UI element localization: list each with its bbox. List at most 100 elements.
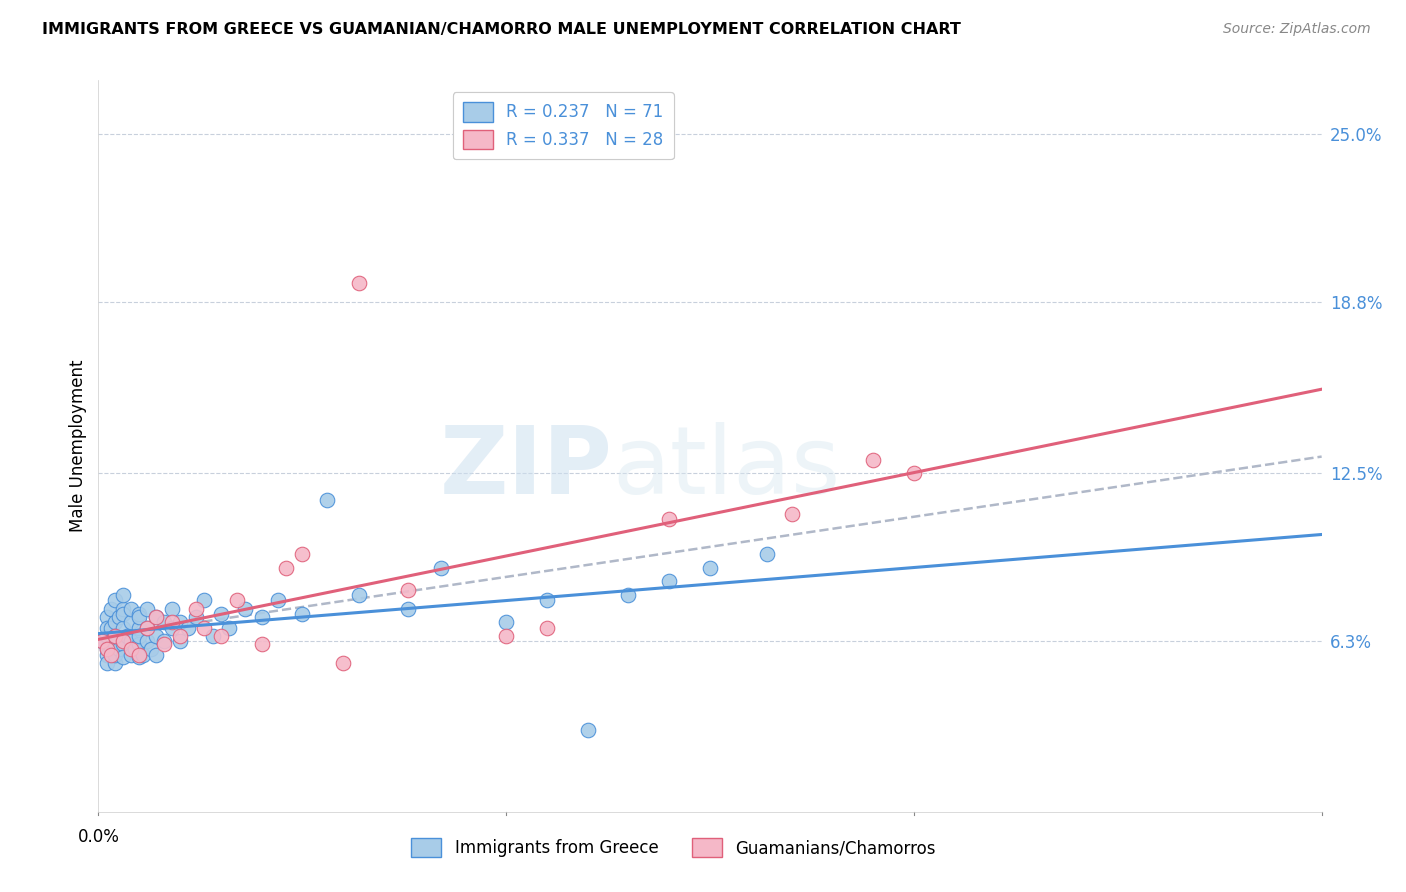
Point <box>536 593 558 607</box>
Point <box>96 642 118 657</box>
Point <box>136 601 159 615</box>
Point <box>120 648 142 662</box>
Point <box>111 607 134 621</box>
Point <box>862 452 884 467</box>
Point <box>145 629 167 643</box>
Point <box>111 637 134 651</box>
Text: ZIP: ZIP <box>439 422 612 514</box>
Point <box>291 607 314 621</box>
Point <box>111 634 134 648</box>
Point <box>136 620 159 634</box>
Point <box>430 561 453 575</box>
Point <box>756 547 779 561</box>
Point <box>132 648 155 662</box>
Point <box>332 656 354 670</box>
Point <box>193 620 215 634</box>
Point <box>111 650 134 665</box>
Point <box>120 642 142 657</box>
Point <box>576 723 599 738</box>
Point <box>699 561 721 575</box>
Point <box>209 629 232 643</box>
Point <box>495 629 517 643</box>
Point <box>349 588 371 602</box>
Point <box>104 615 127 629</box>
Point <box>209 607 232 621</box>
Point <box>100 601 122 615</box>
Point <box>145 609 167 624</box>
Point <box>128 607 150 621</box>
Point <box>120 615 142 629</box>
Text: 0.0%: 0.0% <box>77 828 120 846</box>
Point <box>120 634 142 648</box>
Point <box>169 629 191 643</box>
Point <box>226 593 249 607</box>
Point <box>128 609 150 624</box>
Point <box>160 615 183 629</box>
Point <box>111 620 134 634</box>
Point <box>267 593 290 607</box>
Point <box>349 277 371 291</box>
Point <box>100 642 122 657</box>
Point <box>104 593 127 607</box>
Point <box>186 609 208 624</box>
Text: atlas: atlas <box>612 422 841 514</box>
Point <box>128 629 150 643</box>
Point <box>145 609 167 624</box>
Point <box>169 615 191 629</box>
Point <box>315 493 337 508</box>
Point <box>104 648 127 662</box>
Point <box>128 620 150 634</box>
Point <box>193 593 215 607</box>
Point <box>396 582 419 597</box>
Point <box>233 601 256 615</box>
Point <box>100 648 122 662</box>
Point <box>96 609 118 624</box>
Point <box>250 609 273 624</box>
Y-axis label: Male Unemployment: Male Unemployment <box>69 359 87 533</box>
Point <box>186 601 208 615</box>
Point <box>141 642 163 657</box>
Point <box>177 620 200 634</box>
Point <box>169 634 191 648</box>
Point <box>152 615 174 629</box>
Point <box>145 648 167 662</box>
Point <box>658 574 681 589</box>
Point <box>96 656 118 670</box>
Legend: Immigrants from Greece, Guamanians/Chamorros: Immigrants from Greece, Guamanians/Chamo… <box>404 830 943 865</box>
Point <box>100 620 122 634</box>
Point <box>91 634 114 648</box>
Point <box>120 601 142 615</box>
Point <box>780 507 803 521</box>
Point <box>111 588 134 602</box>
Text: IMMIGRANTS FROM GREECE VS GUAMANIAN/CHAMORRO MALE UNEMPLOYMENT CORRELATION CHART: IMMIGRANTS FROM GREECE VS GUAMANIAN/CHAM… <box>42 22 962 37</box>
Point <box>617 588 640 602</box>
Point <box>128 648 150 662</box>
Point <box>152 637 174 651</box>
Point <box>136 634 159 648</box>
Point <box>250 637 273 651</box>
Point <box>291 547 314 561</box>
Point <box>160 620 183 634</box>
Point <box>218 620 240 634</box>
Text: Source: ZipAtlas.com: Source: ZipAtlas.com <box>1223 22 1371 37</box>
Point <box>536 620 558 634</box>
Point <box>903 466 925 480</box>
Point <box>104 656 127 670</box>
Point <box>136 620 159 634</box>
Point <box>128 637 150 651</box>
Point <box>96 648 118 662</box>
Point <box>160 601 183 615</box>
Point <box>111 601 134 615</box>
Point <box>96 629 118 643</box>
Point <box>124 642 146 657</box>
Point <box>115 629 138 643</box>
Point <box>201 629 224 643</box>
Point <box>128 650 150 665</box>
Point <box>274 561 297 575</box>
Point <box>96 642 118 657</box>
Point <box>152 634 174 648</box>
Point <box>104 629 127 643</box>
Point <box>396 601 419 615</box>
Point <box>108 609 131 624</box>
Point <box>104 637 127 651</box>
